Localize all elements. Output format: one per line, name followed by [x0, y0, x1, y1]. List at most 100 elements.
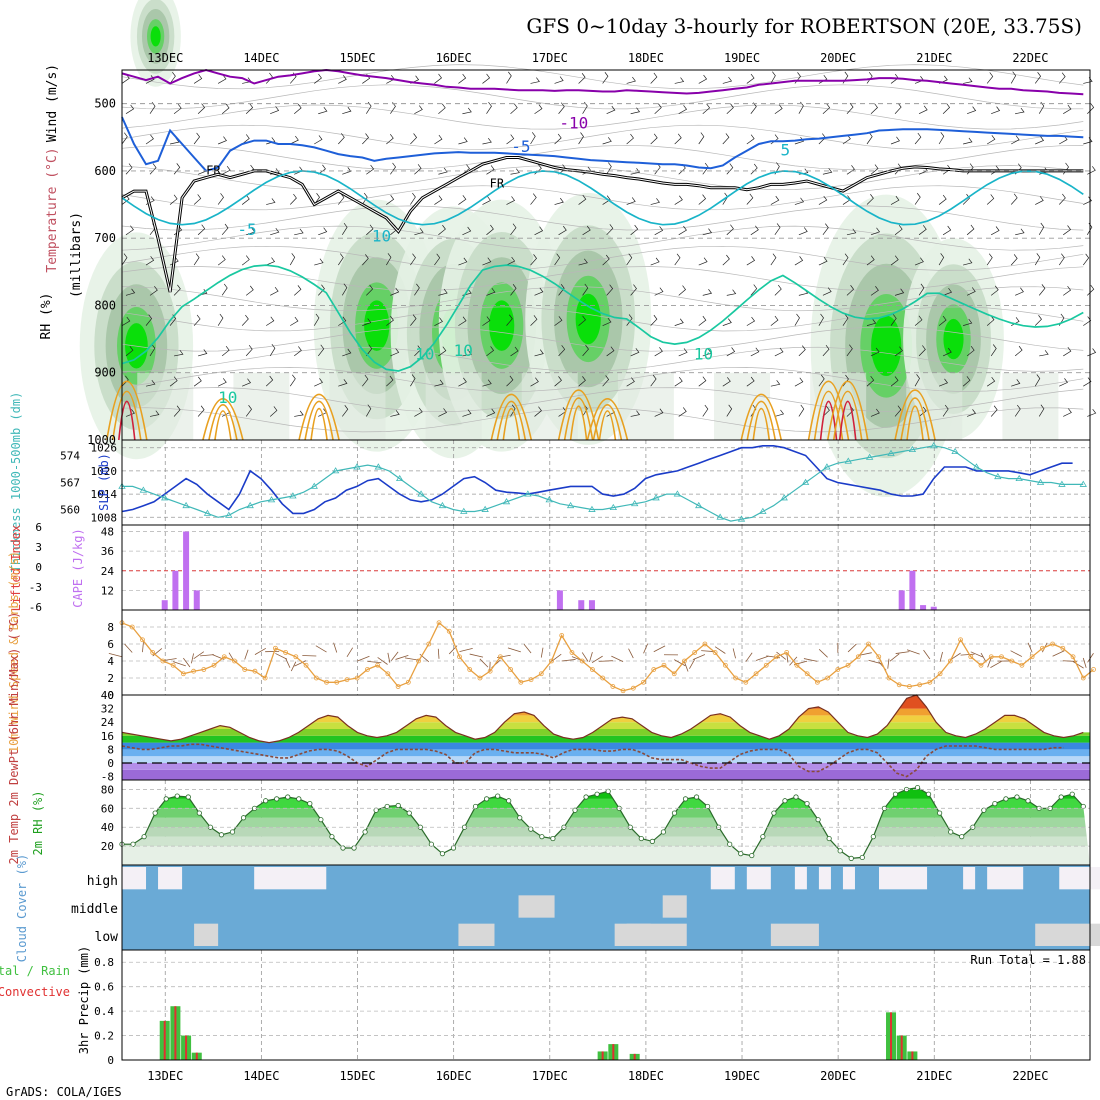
wind-barb-10m [847, 643, 857, 653]
cloud-cell [818, 867, 831, 890]
wind-barb [121, 316, 131, 326]
cape-bar [183, 531, 190, 610]
temp-contour-minus10 [121, 68, 1084, 96]
wind-axis-label: Wind (m/s) [45, 64, 60, 142]
wind-barb [534, 349, 544, 357]
wind-barb [963, 77, 973, 84]
wind-barb [654, 347, 663, 357]
cloud-cell [963, 867, 976, 890]
cloud-cell [1059, 867, 1100, 890]
wind-barb [486, 287, 496, 296]
wind-barb-10m [142, 642, 144, 653]
wind-barb-10m [714, 646, 726, 654]
wind-tick-label: 6 [107, 638, 114, 651]
wind-speed-marker [365, 667, 370, 672]
wind-barb-10m [1027, 642, 1033, 653]
wind-barb [342, 167, 352, 175]
rh-marker [1003, 796, 1009, 802]
date-label-top: 17DEC [532, 51, 568, 65]
wind-barb [890, 136, 900, 145]
wind-barb [966, 224, 975, 236]
wind-barb [530, 377, 539, 387]
wind-barb [362, 254, 369, 266]
contour-label: 10 [218, 388, 237, 407]
wind-speed-marker [774, 654, 779, 660]
wind-barb-10m [887, 658, 890, 669]
wind-barb [726, 404, 733, 417]
wind-barb [293, 103, 302, 114]
footer-credit: GrADS: COLA/IGES [6, 1085, 122, 1099]
wind-barb [890, 314, 897, 326]
wind-barb [650, 72, 658, 84]
wind-speed-marker [845, 662, 851, 668]
rh-marker [506, 798, 512, 804]
wind-speed-marker [528, 677, 534, 683]
y-tick-label: 900 [94, 366, 116, 380]
wind-barb [125, 345, 134, 357]
thickness-marker [417, 490, 425, 497]
wind-barb [986, 253, 993, 266]
rh-marker [660, 829, 667, 835]
temp-contour-warm [310, 407, 328, 441]
wind-barb [290, 316, 299, 326]
wind-barb [173, 163, 181, 175]
thickness-series-line [122, 445, 1084, 522]
wind-speed-marker [600, 675, 606, 681]
thickness-marker [716, 513, 724, 520]
thickness-marker [994, 472, 1002, 480]
wind-barb [486, 165, 495, 175]
temp-tick-label: -8 [101, 771, 114, 784]
thickness-marker [524, 490, 532, 497]
wind-barb [338, 193, 345, 205]
wind-barb-10m [732, 648, 736, 659]
temp-axis-label: 2m Temp 2m DewPt (6hr Min/Max) (°C) [7, 612, 21, 865]
wind-barb [438, 167, 448, 175]
wind-barb [626, 253, 633, 266]
contour-label: -5 [511, 137, 530, 156]
wind-barb [890, 195, 900, 205]
thickness-marker [331, 467, 340, 474]
wind-barb-10m [939, 651, 943, 662]
rh-band [122, 836, 1090, 847]
rh2m-axis-label: 2m RH (%) [31, 790, 45, 855]
wind-barb [341, 283, 348, 296]
temp-tick-label: 24 [101, 716, 115, 729]
wind-barb-10m [507, 647, 521, 653]
wind-barb [554, 376, 562, 387]
wind-barb [774, 104, 783, 115]
wind-barb [554, 133, 562, 145]
wind-barb [654, 408, 664, 417]
li-tick-label: -6 [29, 601, 42, 614]
wind-barb [434, 195, 443, 205]
temp-contour-warm [838, 400, 857, 441]
rh-marker [1058, 794, 1064, 800]
wind-barb [169, 71, 176, 84]
wind-speed-marker [487, 668, 493, 674]
wind-barb [770, 380, 781, 387]
wind-barb [750, 284, 758, 296]
temp-contour-warm [214, 410, 232, 441]
wind-barb [366, 164, 375, 175]
wind-barb [482, 73, 491, 84]
rh-marker [992, 801, 998, 807]
temp-contour-warm [832, 390, 863, 441]
temp-contour-warm [807, 380, 850, 441]
wind-barb [486, 102, 492, 114]
wind-barb [1063, 285, 1072, 296]
wind-speed-marker [968, 654, 974, 660]
rh-marker [638, 835, 644, 842]
wind-barb [266, 257, 276, 266]
wind-barb-10m [124, 643, 133, 653]
wind-barb [1034, 253, 1041, 266]
wind-barb [462, 409, 472, 417]
wind-speed-marker [446, 628, 452, 634]
wind-speed-marker [590, 667, 595, 672]
wind-barb-10m [395, 654, 409, 660]
thickness-marker [225, 511, 233, 518]
wind-speed-marker [835, 667, 841, 672]
wind-barb [650, 374, 657, 387]
wind-barb [245, 405, 252, 417]
rh-marker [196, 810, 202, 816]
wind-barb [726, 224, 734, 236]
wind-barb [482, 196, 492, 205]
